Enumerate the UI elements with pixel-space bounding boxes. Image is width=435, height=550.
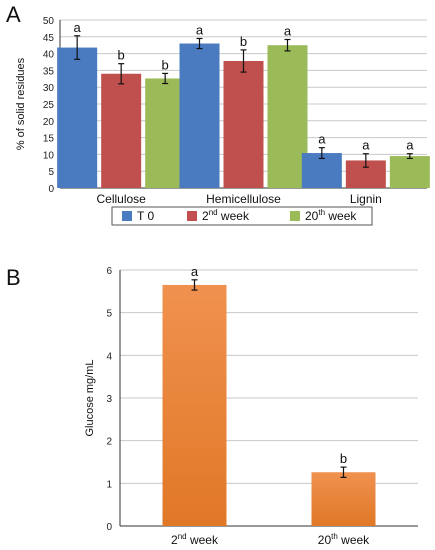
significance-letter: a (284, 23, 292, 38)
y-tick-label: 2 (106, 437, 112, 448)
y-tick-label: 4 (106, 351, 112, 362)
y-axis-label: % of solid residues (15, 57, 27, 150)
significance-letter: a (191, 264, 199, 279)
significance-letter: b (240, 34, 247, 49)
panel-a-letter: A (6, 2, 21, 27)
x-category-label: 20th week (318, 532, 370, 547)
y-tick-label: 0 (48, 184, 54, 195)
y-tick-label: 20 (43, 117, 55, 128)
legend-swatch (290, 211, 300, 221)
significance-letter: a (196, 22, 204, 37)
bar (223, 60, 264, 188)
y-tick-label: 10 (43, 150, 55, 161)
bar (101, 73, 142, 188)
y-tick-label: 40 (43, 50, 55, 61)
legend-label: 20th week (305, 208, 357, 223)
bar (57, 47, 98, 188)
y-tick-label: 45 (43, 33, 55, 44)
significance-letter: a (406, 138, 414, 153)
y-tick-label: 25 (43, 100, 55, 111)
significance-letter: a (362, 138, 370, 153)
panel-b-letter: B (6, 265, 21, 290)
bar (267, 45, 308, 189)
x-category-label: Lignin (350, 192, 382, 206)
y-tick-label: 6 (106, 266, 112, 277)
significance-letter: b (118, 48, 125, 63)
y-tick-label: 35 (43, 66, 55, 77)
x-category-label: Hemicellulose (206, 192, 281, 206)
x-category-label: 2nd week (171, 532, 219, 547)
legend-label: T 0 (137, 209, 154, 223)
y-tick-label: 5 (106, 309, 112, 320)
significance-letter: b (340, 451, 347, 466)
chart-b: 0 1 2 3 4 5 6 Glucose mg/mL a 2nd week b 20th week (84, 264, 418, 547)
bar (311, 472, 376, 526)
x-category-label: Cellulose (96, 192, 146, 206)
y-tick-label: 5 (48, 167, 54, 178)
legend-swatch (122, 211, 132, 221)
bar (389, 156, 430, 188)
significance-letter: a (74, 20, 82, 35)
chart-a: 0 5 10 15 20 25 30 35 40 45 50 % of solid residues a… (15, 16, 430, 226)
significance-letter: a (318, 132, 326, 147)
legend-swatch (187, 211, 197, 221)
y-tick-label: 15 (43, 134, 55, 145)
legend-box (111, 206, 373, 226)
bar (162, 284, 227, 526)
y-tick-label: 1 (106, 479, 112, 490)
significance-letter: b (162, 57, 169, 72)
y-tick-label: 3 (106, 394, 112, 405)
bar (145, 78, 186, 188)
legend-label: 2nd week (202, 208, 250, 223)
y-tick-label: 50 (43, 16, 55, 27)
y-tick-label: 30 (43, 83, 55, 94)
y-tick-label: 0 (106, 522, 112, 533)
y-axis-label: Glucose mg/mL (84, 359, 96, 436)
bar (179, 43, 220, 188)
